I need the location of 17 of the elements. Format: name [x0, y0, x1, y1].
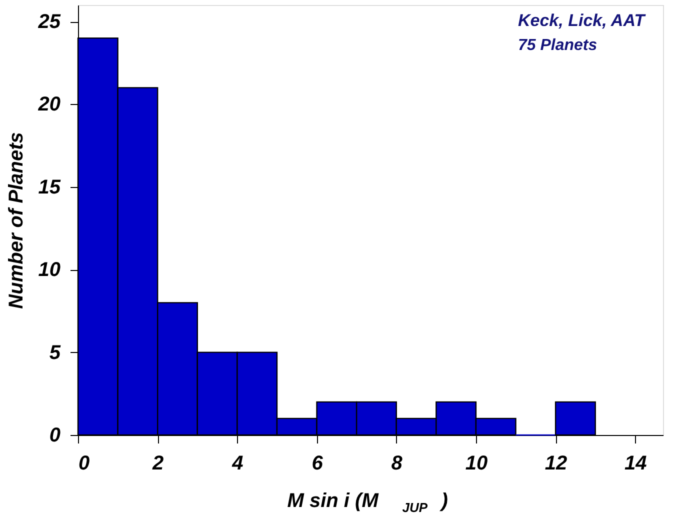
y-tick-label: 20: [37, 94, 60, 116]
y-tick-label: 25: [37, 11, 62, 34]
x-tick-label: 8: [391, 452, 404, 474]
annotation: 75 Planets: [518, 37, 598, 54]
y-tick-label: 10: [38, 259, 60, 282]
y-tick-label: 0: [49, 424, 60, 446]
y-tick-label: 5: [49, 342, 62, 364]
x-tick-label: 14: [624, 452, 647, 474]
x-tick-label: 2: [152, 452, 164, 474]
x-tick-label: 0: [78, 452, 90, 474]
x-tick-label: 6: [312, 452, 324, 474]
y-tick-label: 15: [38, 176, 62, 198]
x-tick-label: 12: [544, 452, 568, 474]
y-axis-title: Number of Planets: [5, 132, 28, 309]
x-tick-label: 4: [231, 452, 244, 474]
x-tick-label: 10: [465, 452, 488, 474]
annotation: Keck, Lick, AAT: [518, 11, 646, 30]
